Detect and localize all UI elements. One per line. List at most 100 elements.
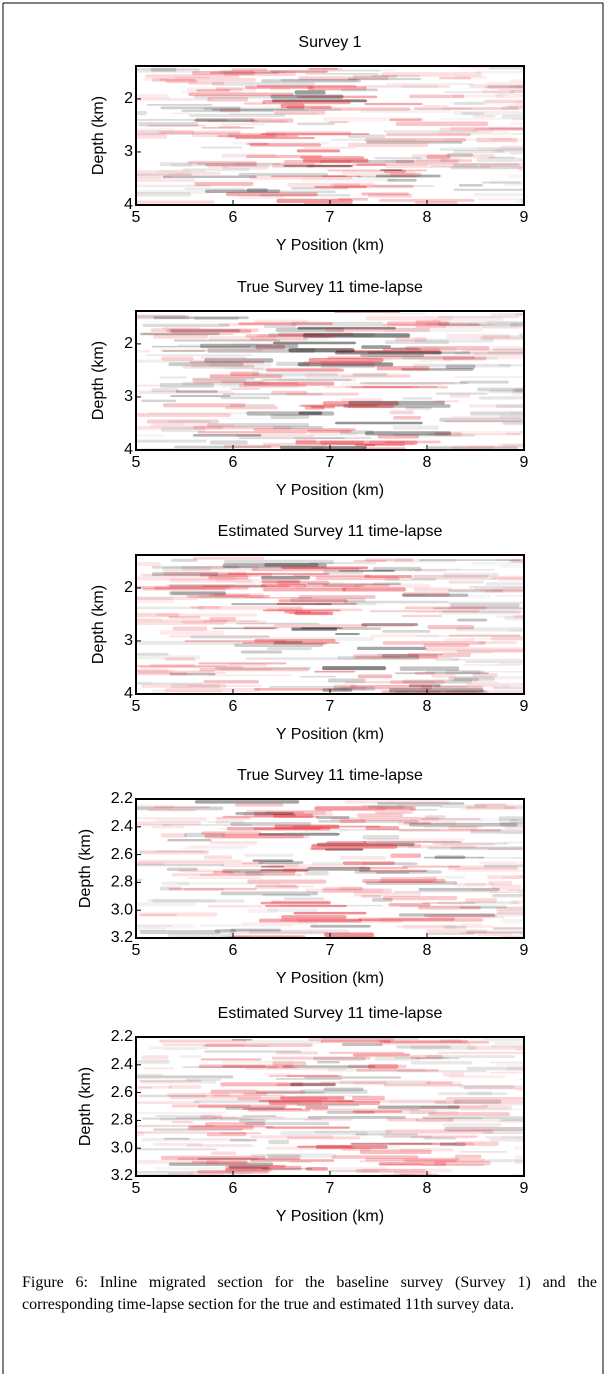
seismic-streak: [300, 404, 379, 407]
seismic-streak: [286, 105, 332, 109]
seismic-streak: [245, 1068, 348, 1070]
seismic-streak: [136, 1112, 226, 1114]
seismic-streak: [304, 1076, 402, 1079]
seismic-streak: [323, 117, 425, 122]
seismic-streak: [322, 688, 353, 692]
seismic-streak: [159, 383, 215, 388]
seismic-streak: [501, 114, 524, 119]
seismic-streak: [265, 810, 326, 815]
seismic-streak: [382, 323, 481, 327]
seismic-streak: [460, 931, 524, 934]
seismic-streak: [373, 582, 402, 586]
seismic-image: [136, 311, 524, 450]
seismic-streak: [243, 812, 333, 817]
seismic-streak: [321, 175, 347, 178]
seismic-streak: [454, 675, 524, 680]
x-tick-label: 7: [326, 698, 335, 715]
seismic-streak: [299, 1089, 368, 1094]
seismic-streak: [384, 578, 436, 581]
seismic-streak: [353, 892, 421, 897]
seismic-streak: [139, 665, 244, 669]
seismic-streak: [317, 842, 415, 847]
seismic-streak: [141, 333, 234, 336]
seismic-streak: [153, 316, 249, 320]
seismic-streak: [466, 1066, 524, 1071]
seismic-streak: [225, 1171, 253, 1174]
seismic-streak: [136, 384, 162, 387]
seismic-streak: [141, 1117, 218, 1120]
seismic-streak: [336, 656, 420, 660]
seismic-streak: [521, 558, 524, 563]
seismic-streak: [291, 627, 338, 631]
seismic-streak: [474, 803, 507, 807]
seismic-streak: [295, 585, 359, 590]
seismic-streak: [290, 597, 366, 602]
x-tick-label: 5: [132, 454, 141, 471]
seismic-streak: [423, 643, 470, 648]
seismic-streak: [276, 1083, 335, 1086]
seismic-streak: [387, 178, 417, 182]
seismic-streak: [152, 1142, 203, 1146]
seismic-streak: [390, 853, 422, 858]
seismic-streak: [477, 198, 524, 201]
seismic-streak: [136, 927, 167, 932]
seismic-streak: [380, 877, 437, 882]
seismic-streak: [136, 817, 207, 820]
seismic-streak: [362, 841, 462, 843]
seismic-streak: [481, 89, 524, 94]
seismic-streak: [136, 617, 163, 621]
seismic-streak: [162, 175, 257, 179]
seismic-streak: [449, 393, 471, 398]
seismic-streak: [164, 1048, 199, 1051]
seismic-streak: [326, 841, 367, 845]
seismic-streak: [246, 154, 323, 159]
seismic-streak: [361, 895, 382, 898]
seismic-streak: [365, 825, 400, 831]
seismic-streak: [401, 593, 469, 597]
seismic-streak: [508, 122, 524, 125]
seismic-streak: [398, 913, 496, 917]
seismic-streak: [477, 387, 524, 392]
seismic-streak: [498, 820, 524, 824]
seismic-streak: [136, 130, 195, 135]
seismic-streak: [322, 666, 387, 671]
seismic-streak: [498, 1119, 524, 1123]
seismic-streak: [229, 931, 329, 935]
seismic-streak: [141, 684, 227, 688]
seismic-streak: [425, 322, 480, 326]
seismic-streak: [181, 381, 268, 386]
seismic-streak: [201, 126, 255, 129]
seismic-streak: [218, 125, 241, 128]
y-tick-label: 2.8: [111, 874, 133, 891]
seismic-streak: [408, 822, 518, 827]
seismic-streak: [211, 109, 310, 111]
seismic-streak: [278, 607, 303, 612]
seismic-streak: [425, 1055, 516, 1059]
seismic-streak: [472, 114, 496, 118]
seismic-streak: [410, 1135, 478, 1139]
seismic-streak: [207, 165, 230, 169]
seismic-streak: [434, 685, 468, 688]
seismic-streak: [287, 182, 375, 187]
seismic-streak: [241, 1115, 277, 1118]
seismic-streak: [314, 806, 416, 811]
seismic-streak: [206, 1160, 249, 1165]
seismic-streak: [438, 612, 522, 615]
seismic-streak: [170, 394, 231, 397]
seismic-streak: [327, 169, 428, 172]
y-tick-label: 2: [124, 335, 133, 352]
seismic-streak: [293, 437, 372, 440]
seismic-streak: [420, 685, 483, 689]
seismic-streak: [459, 380, 510, 384]
seismic-streak: [385, 132, 472, 137]
seismic-streak: [316, 816, 350, 819]
seismic-streak: [447, 601, 524, 605]
x-tick-label: 8: [423, 942, 432, 959]
seismic-streak: [310, 432, 358, 437]
seismic-streak: [172, 626, 208, 631]
seismic-streak: [262, 442, 327, 447]
seismic-streak: [192, 556, 265, 560]
caption: Figure 6: Inline migrated section for th…: [22, 1274, 597, 1313]
seismic-streak: [409, 1109, 436, 1115]
seismic-streak: [327, 678, 366, 683]
